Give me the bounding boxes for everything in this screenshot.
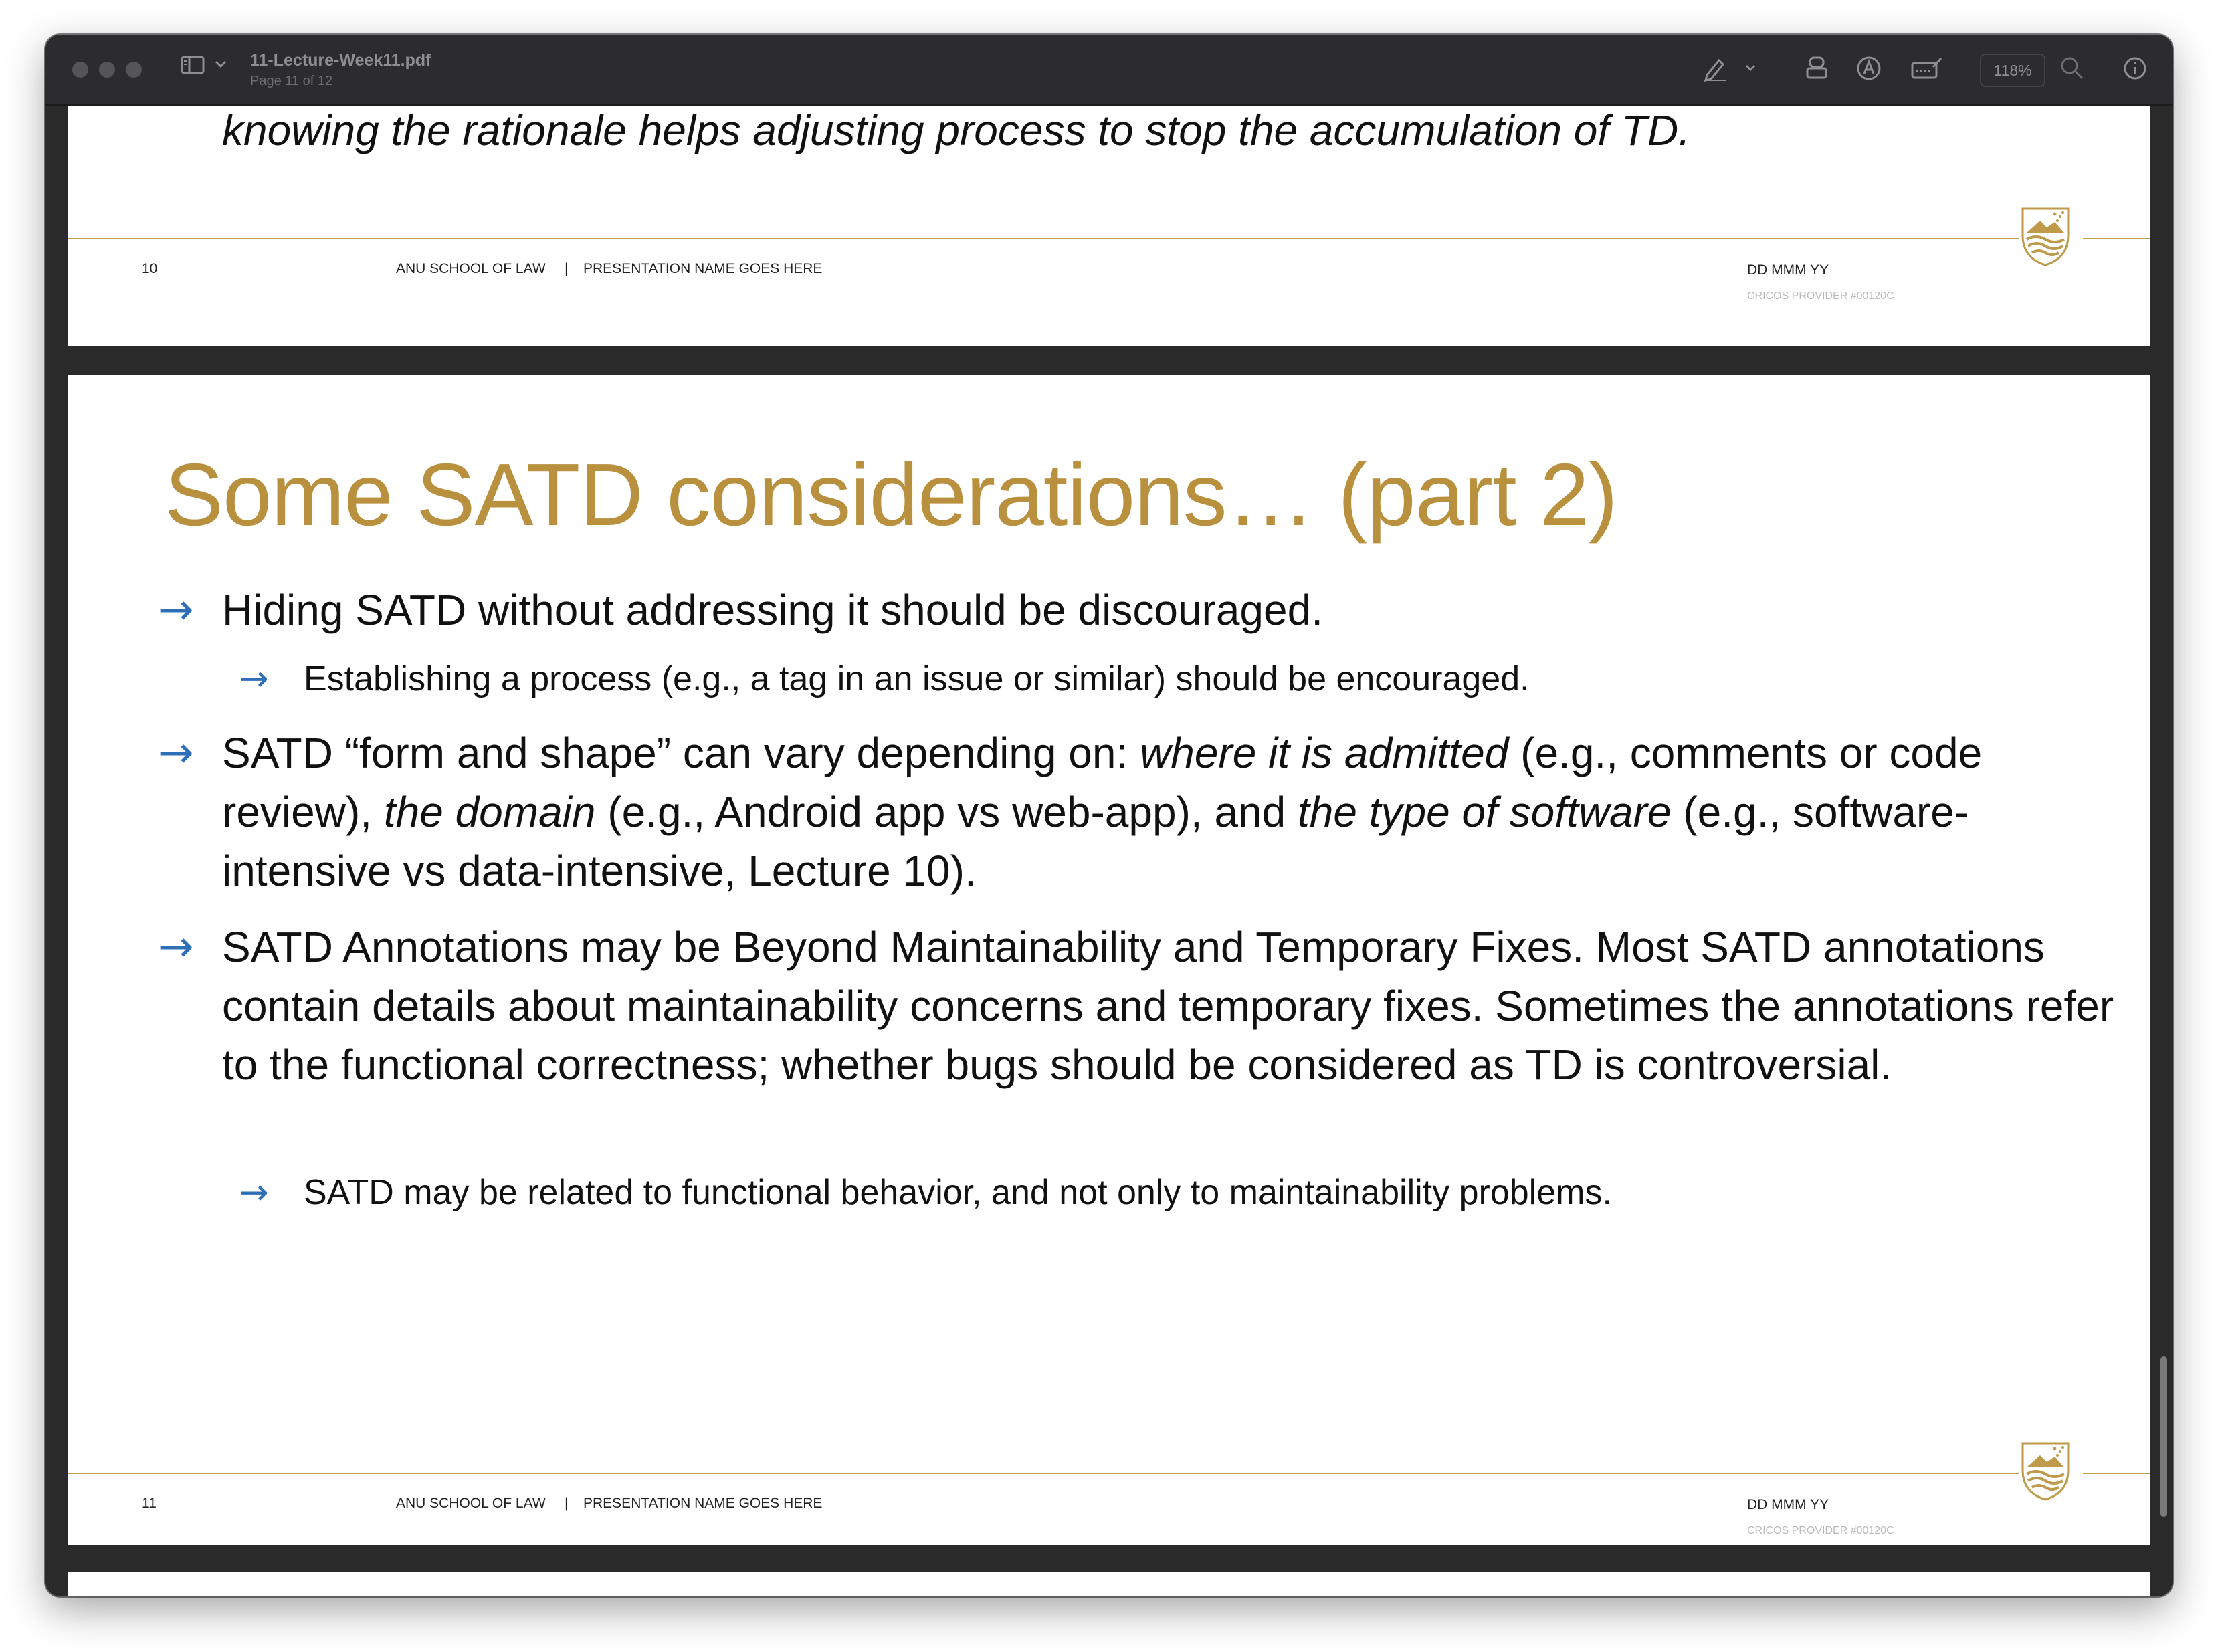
chevron-down-icon[interactable] [1744, 62, 1756, 74]
bullet-text-italic: the domain [383, 788, 596, 836]
sidebar-icon[interactable] [181, 55, 205, 75]
arrow-bullet-icon: → [158, 922, 194, 972]
minimize-window-button[interactable] [99, 62, 115, 78]
bullet-text: SATD may be related to functional behavi… [304, 1173, 1612, 1212]
bullet-text-part: (e.g., software-intensive vs data-intens… [222, 788, 1969, 895]
bullet-annotations: → SATD Annotations may be Beyond Maintai… [158, 918, 2128, 1094]
pdf-page-11: Some SATD considerations… (part 2) → Hid… [68, 375, 2150, 1545]
anu-crest-logo [2020, 1441, 2071, 1502]
footer-page-number: 10 [142, 261, 158, 276]
bullet-text-part: SATD “form and shape” can vary depending… [222, 729, 1140, 777]
anu-crest-logo [2020, 206, 2071, 268]
signature-icon[interactable] [1855, 55, 1882, 84]
footer-rule [68, 238, 2019, 239]
footer-rule-right [2083, 1473, 2150, 1474]
bullet-text: Establishing a process (e.g., a tag in a… [304, 659, 1530, 698]
pdf-viewer-window: 11-Lecture-Week11.pdf Page 11 of 12 118%… [45, 35, 2173, 1596]
footer-presentation-name: PRESENTATION NAME GOES HERE [583, 1495, 823, 1511]
bullet-text: SATD Annotations may be Beyond Maintaina… [222, 923, 2114, 1089]
footer-school: ANU SCHOOL OF LAW [396, 261, 546, 276]
form-icon[interactable] [1910, 56, 1942, 83]
bullet-text-italic: where it is admitted [1140, 729, 1509, 777]
scrollbar-thumb[interactable] [2160, 1356, 2167, 1517]
page-indicator: Page 11 of 12 [250, 74, 333, 88]
bullet-form-and-shape: → SATD “form and shape” can vary dependi… [158, 724, 2128, 900]
footer-rule [68, 1473, 2019, 1474]
footer-separator: | [565, 1495, 569, 1511]
stamp-icon[interactable] [1803, 55, 1830, 84]
footer-rule-right [2083, 238, 2150, 239]
footer-school: ANU SCHOOL OF LAW [396, 1495, 546, 1511]
toolbar: 11-Lecture-Week11.pdf Page 11 of 12 118% [45, 35, 2173, 106]
arrow-bullet-icon: → [239, 659, 269, 699]
zoom-level[interactable]: 118% [1980, 54, 2045, 87]
arrow-bullet-icon: → [158, 585, 194, 635]
zoom-window-button[interactable] [126, 62, 142, 78]
footer-presentation-name: PRESENTATION NAME GOES HERE [583, 261, 823, 276]
pdf-page-10: knowing the rationale helps adjusting pr… [68, 106, 2150, 346]
arrow-bullet-icon: → [239, 1172, 269, 1213]
bullet-text-part: (e.g., comments or code review), [222, 729, 1983, 836]
slide-title: Some SATD considerations… (part 2) [165, 445, 1618, 544]
document-view[interactable]: knowing the rationale helps adjusting pr… [45, 106, 2173, 1596]
footer-cricos: CRICOS PROVIDER #00120C [1747, 1525, 1894, 1536]
bullet-text: Hiding SATD without addressing it should… [222, 586, 1323, 634]
document-title: 11-Lecture-Week11.pdf [250, 51, 431, 70]
footer-cricos: CRICOS PROVIDER #00120C [1747, 290, 1894, 302]
bullet-hiding-satd: → Hiding SATD without addressing it shou… [158, 581, 2128, 639]
bullet-text-italic: the type of software [1298, 788, 1672, 836]
subbullet-establishing-process: → Establishing a process (e.g., a tag in… [239, 655, 2110, 702]
footer-separator: | [565, 261, 569, 276]
pdf-page-12 [68, 1572, 2150, 1596]
close-window-button[interactable] [72, 62, 88, 78]
chevron-down-icon[interactable] [214, 59, 227, 72]
subbullet-functional-behavior: → SATD may be related to functional beha… [239, 1169, 2110, 1216]
markup-pen-icon[interactable] [1702, 55, 1728, 84]
footer-page-number: 11 [142, 1495, 157, 1511]
bullet-text-part: (e.g., Android app vs web-app), and [595, 788, 1298, 836]
info-icon[interactable] [2122, 55, 2148, 84]
trailing-text: knowing the rationale helps adjusting pr… [222, 106, 1691, 154]
footer-date: DD MMM YY [1747, 1497, 1829, 1512]
footer-date: DD MMM YY [1747, 262, 1829, 278]
arrow-bullet-icon: → [158, 728, 194, 778]
search-icon[interactable] [2059, 55, 2086, 84]
